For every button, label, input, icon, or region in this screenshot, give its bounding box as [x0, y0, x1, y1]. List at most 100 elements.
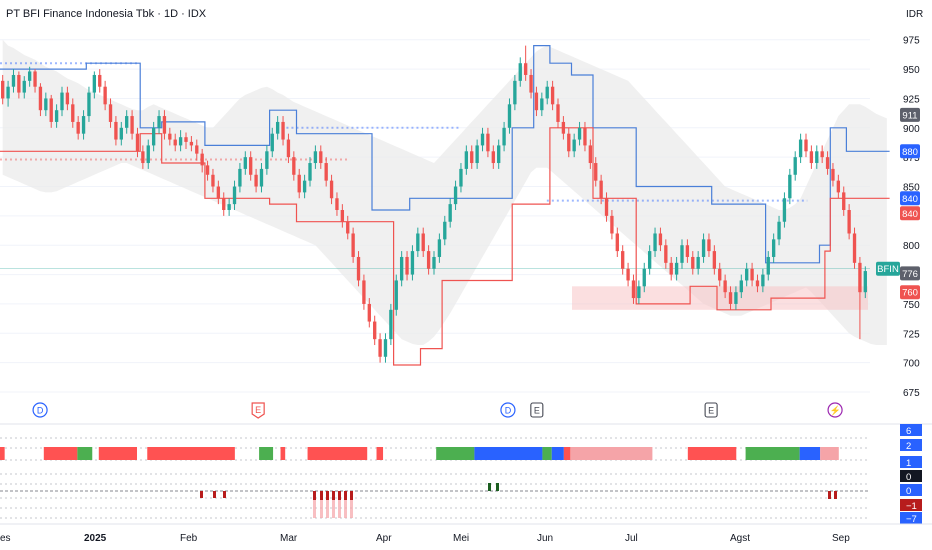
price-badge-label: BFIN: [877, 264, 899, 275]
indicator-block: [436, 447, 475, 460]
candle: [259, 168, 264, 187]
x-tick-label: Mar: [280, 533, 298, 544]
candle: [211, 174, 215, 187]
x-tick-label: Jul: [625, 533, 638, 544]
candle: [815, 151, 819, 164]
candle: [157, 116, 161, 128]
indicator-axis-label: 0: [906, 472, 911, 483]
indicator-block: [259, 447, 274, 460]
histogram-bar-negative: [200, 491, 203, 498]
candle: [346, 221, 350, 234]
indicator-axis-badge: [900, 424, 922, 436]
candle: [437, 239, 442, 257]
histogram-shadow: [332, 500, 335, 518]
candle: [1, 80, 5, 99]
upper-channel-line: [0, 45, 890, 264]
candle: [254, 174, 258, 187]
candle: [81, 116, 86, 134]
candle: [626, 268, 630, 281]
candle: [798, 139, 803, 158]
candle: [351, 233, 355, 257]
candle: [6, 86, 10, 99]
candle: [168, 133, 172, 140]
histogram-shadow: [313, 500, 316, 518]
histogram-shadow: [326, 500, 329, 518]
candle: [523, 63, 528, 75]
y-tick-label: 950: [903, 65, 920, 76]
candle: [292, 157, 296, 175]
candle: [842, 192, 846, 210]
candle: [486, 133, 490, 152]
histogram-shadow: [338, 500, 341, 518]
x-tick-label: Jun: [537, 533, 553, 544]
indicator-block: [280, 447, 286, 460]
candle: [286, 139, 291, 158]
candle: [647, 251, 652, 269]
candle: [804, 139, 808, 152]
candle: [11, 74, 16, 87]
candle: [232, 186, 237, 205]
price-badge-label: 776: [902, 269, 918, 280]
candle: [653, 233, 657, 252]
candle: [669, 262, 673, 275]
candle: [114, 121, 118, 140]
x-tick-label: es: [0, 533, 11, 544]
dividend-event-icon: [32, 402, 48, 418]
y-tick-label: 800: [903, 241, 920, 252]
y-tick-label: 750: [903, 300, 920, 311]
indicator-axis-badge: [900, 484, 922, 496]
candle: [631, 280, 636, 299]
candle: [195, 145, 199, 154]
event-label: D: [37, 406, 44, 416]
candle: [308, 163, 312, 181]
indicator-block: [43, 447, 78, 460]
price-badge: [900, 285, 920, 300]
indicator-axis-label: 0: [906, 486, 911, 497]
candle: [637, 286, 641, 299]
candle: [130, 116, 134, 134]
candle: [604, 198, 609, 216]
candle: [674, 262, 679, 275]
candle: [825, 157, 830, 169]
candle: [680, 245, 684, 263]
candle: [572, 139, 576, 152]
x-tick-label: Mei: [453, 533, 469, 544]
candle: [594, 163, 598, 181]
histogram-shadow: [344, 500, 347, 518]
histogram-bar-negative: [338, 491, 341, 500]
x-tick-label: Sep: [832, 533, 850, 544]
price-badge: [900, 107, 920, 122]
candle: [664, 245, 668, 263]
candle: [583, 127, 587, 146]
candle: [588, 145, 593, 164]
candle: [777, 221, 781, 240]
event-label: E: [255, 405, 261, 415]
histogram-bar-positive: [488, 483, 491, 491]
y-tick-label: 975: [903, 36, 920, 47]
histogram-shadow: [320, 500, 323, 518]
candle: [577, 127, 582, 140]
candle: [793, 157, 797, 175]
candle: [470, 151, 474, 164]
candle: [265, 151, 269, 169]
candle: [60, 92, 64, 111]
candle: [518, 63, 522, 81]
price-badge: [900, 206, 920, 221]
candle: [540, 98, 544, 111]
candle: [335, 198, 339, 210]
indicator-block: [542, 447, 552, 460]
candle: [362, 280, 366, 304]
earnings-event-icon: [251, 402, 265, 419]
indicator-block: [147, 447, 235, 460]
candle: [836, 180, 841, 193]
candle: [238, 168, 242, 187]
indicator-block: [0, 447, 5, 460]
candle: [281, 121, 285, 140]
indicator-block: [376, 447, 384, 460]
candle: [788, 174, 792, 199]
currency-label: IDR: [906, 9, 924, 20]
x-tick-label: Apr: [376, 533, 392, 544]
y-tick-label: 850: [903, 183, 920, 194]
candle: [761, 274, 765, 287]
